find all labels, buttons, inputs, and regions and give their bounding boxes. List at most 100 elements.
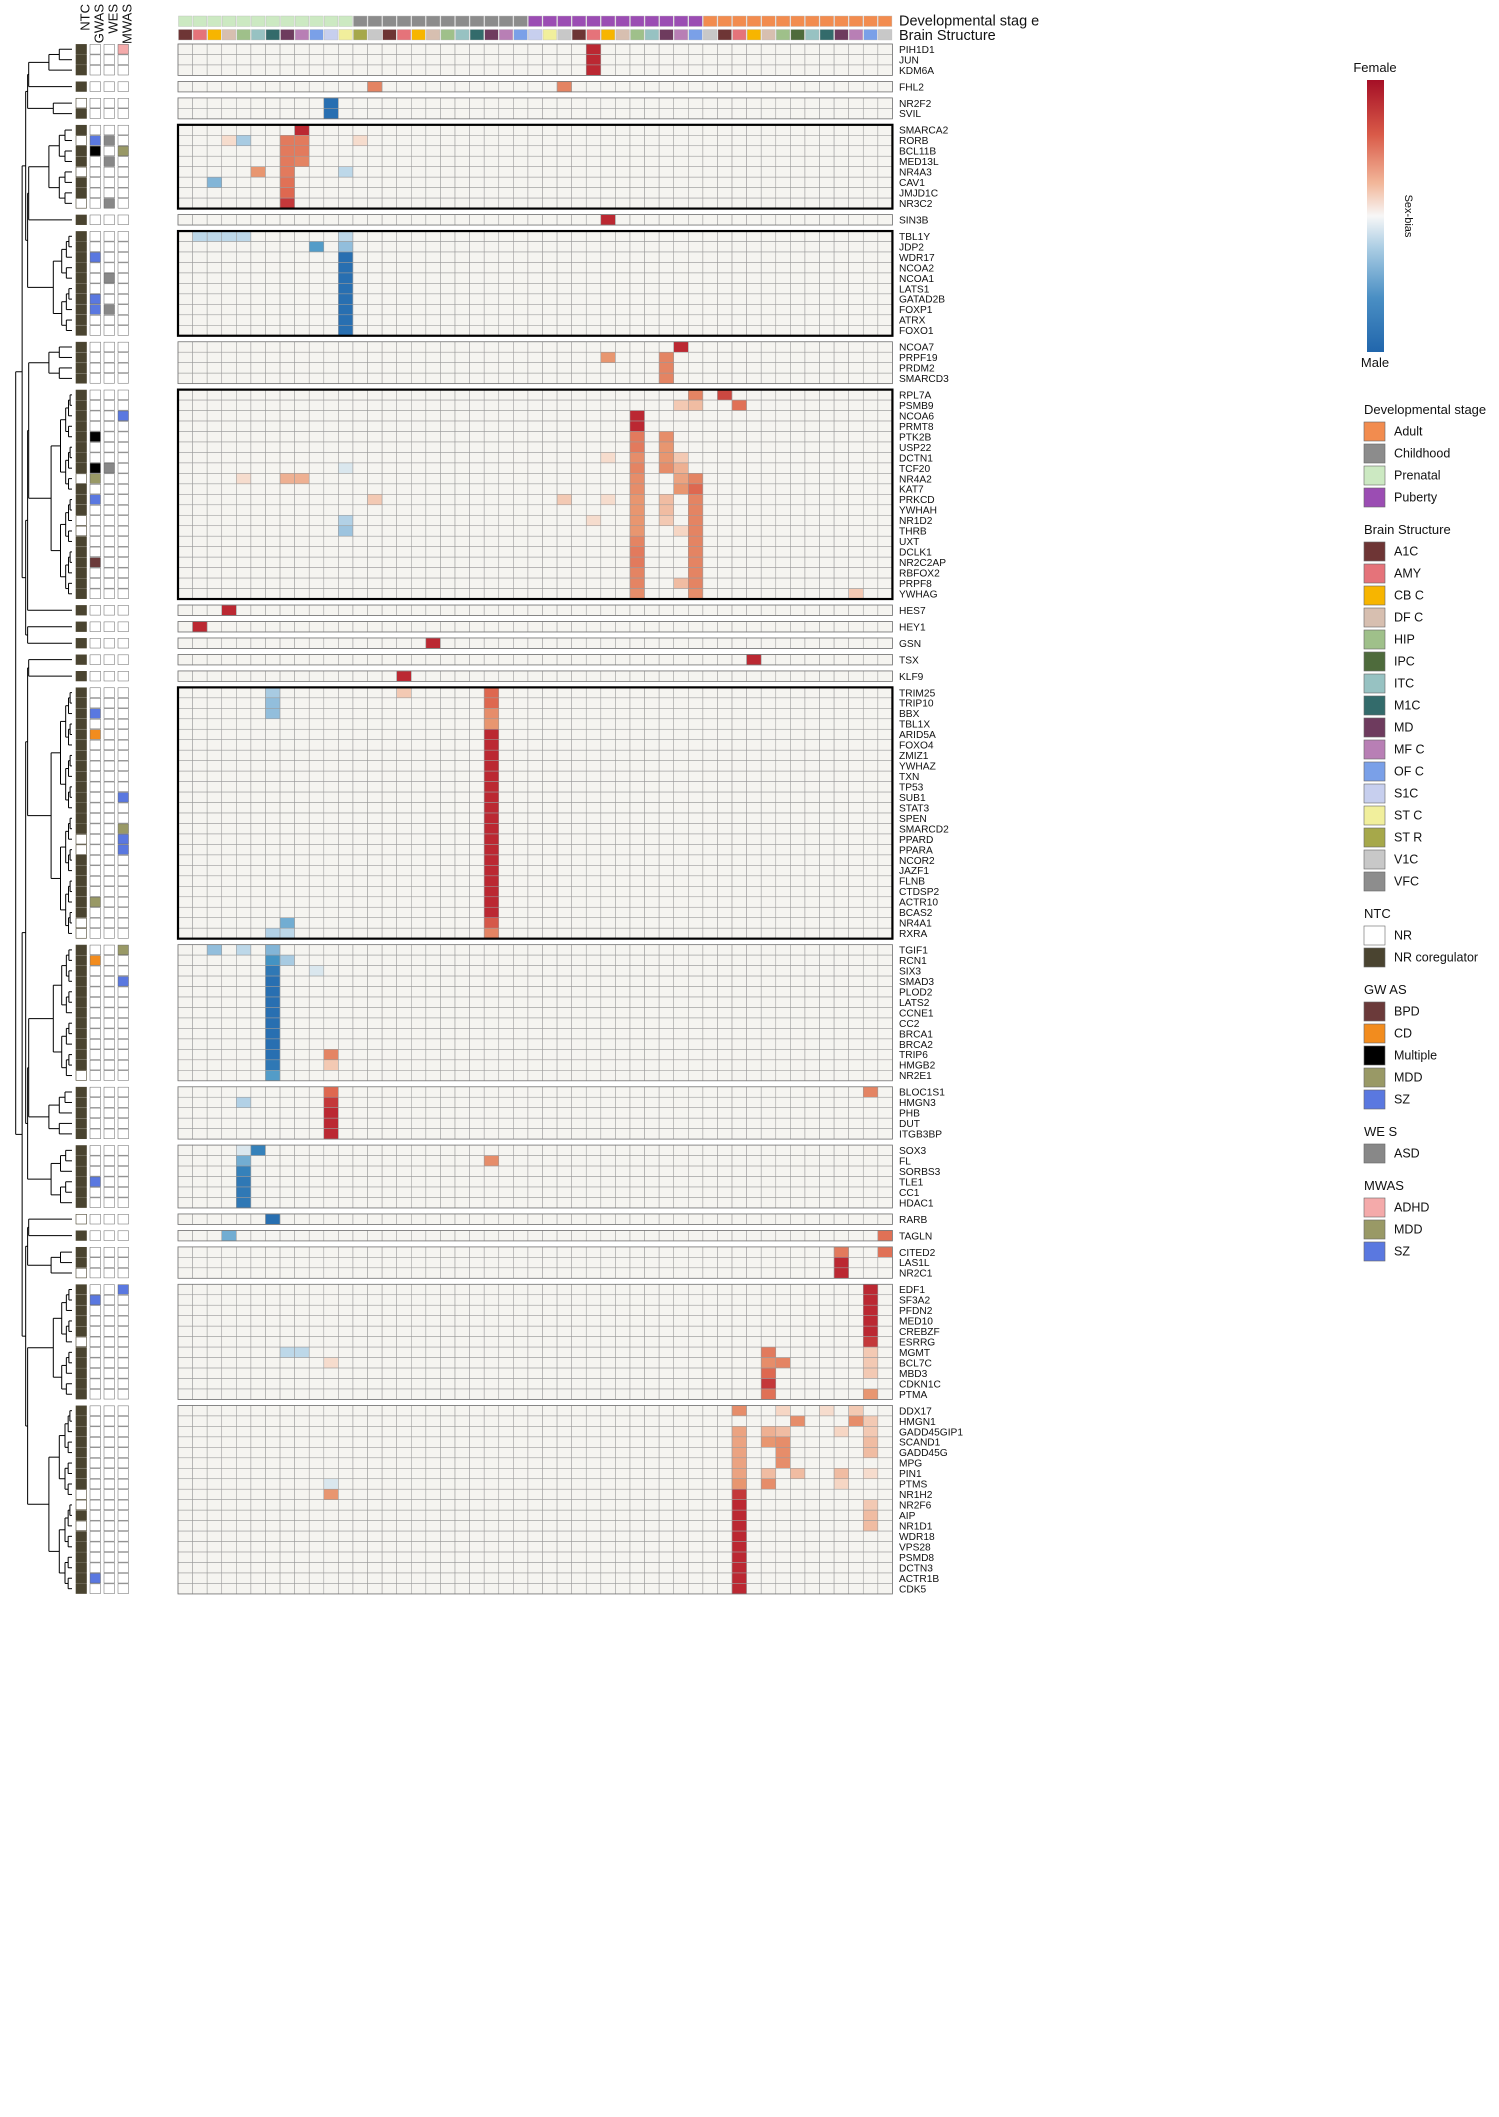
row-annotation-cells (75, 44, 129, 1594)
heatmap-cell (236, 64, 252, 76)
heatmap-cell (615, 64, 631, 76)
heatmap-cell (615, 410, 631, 422)
heatmap-cell (600, 314, 616, 326)
heatmap-cell (206, 865, 223, 877)
wes-cell (103, 708, 115, 719)
heatmap-cell (658, 906, 674, 918)
heatmap-cell (440, 362, 456, 374)
heatmap-cell (702, 462, 718, 474)
heatmap-cell (308, 917, 325, 929)
heatmap-cell (644, 135, 660, 147)
heatmap-cell (629, 514, 645, 527)
heatmap-cell (600, 135, 616, 147)
heatmap-cell (236, 896, 252, 908)
heatmap-cell (381, 372, 397, 384)
heatmap-cell (308, 854, 325, 866)
heatmap-cell (411, 272, 427, 284)
mwas-cell (117, 166, 129, 178)
heatmap-cell (615, 588, 631, 600)
heatmap-cell (381, 708, 397, 720)
heatmap-cell (819, 262, 835, 274)
heatmap-cell (571, 124, 587, 136)
heatmap-cell (206, 362, 223, 374)
heatmap-cell (367, 155, 383, 167)
heatmap-cell (833, 145, 849, 157)
heatmap-cell (862, 514, 879, 527)
heatmap-cell (396, 452, 412, 464)
heatmap-cell (425, 546, 441, 558)
heatmap-cell (323, 760, 339, 772)
heatmap-cell (440, 802, 456, 814)
heatmap-cell (411, 314, 427, 326)
wes-cell (103, 314, 115, 326)
heatmap-cell (717, 145, 733, 157)
heatmap-cell (483, 637, 500, 649)
heatmap-cell (483, 389, 500, 401)
heatmap-cell (542, 155, 558, 167)
heatmap-cell (760, 462, 777, 474)
heatmap-cell (615, 283, 631, 295)
heatmap-cell (425, 304, 441, 316)
heatmap-cell (367, 473, 383, 485)
heatmap-cell (250, 155, 266, 167)
heatmap-cell (673, 176, 689, 188)
wes-cell (103, 108, 115, 119)
heatmap-cell (323, 293, 339, 305)
heatmap-cell (396, 781, 412, 793)
heatmap-cell (833, 728, 849, 741)
heatmap-cell (688, 906, 704, 918)
heatmap-cell (440, 917, 456, 929)
heatmap-cell (775, 187, 791, 199)
heatmap-cell (629, 854, 645, 866)
heatmap-cell (192, 293, 208, 305)
heatmap-cell (381, 197, 397, 209)
mwas-cell (117, 1437, 129, 1448)
heatmap-cell (804, 546, 820, 558)
heatmap-cell (804, 351, 820, 363)
heatmap-cell (673, 262, 689, 274)
heatmap-cell (250, 833, 266, 845)
wes-cell (103, 886, 115, 897)
heatmap-cell (571, 441, 587, 453)
heatmap-cell (658, 251, 674, 263)
heatmap-cell (731, 854, 747, 866)
heatmap-cell (206, 283, 223, 295)
heatmap-cell (396, 906, 412, 918)
heatmap-cell (352, 802, 368, 814)
heatmap-cell (658, 462, 674, 474)
structure-bar-cell (324, 29, 339, 41)
heatmap-cell (877, 760, 893, 772)
heatmap-cell (440, 865, 456, 877)
heatmap-cell (658, 54, 674, 66)
heatmap-cell (308, 802, 325, 814)
heatmap-cell (411, 708, 427, 720)
heatmap-cell (454, 604, 470, 616)
heatmap-cell (542, 304, 558, 316)
heatmap-cell (746, 670, 762, 682)
heatmap-cell (673, 54, 689, 66)
heatmap-cell (760, 833, 777, 845)
heatmap-cell (294, 124, 310, 136)
heatmap-cell (862, 473, 879, 485)
heatmap-cell (629, 399, 645, 411)
heatmap-cell (527, 473, 543, 485)
heatmap-cell (542, 462, 558, 474)
heatmap-cell (877, 262, 893, 274)
heatmap-cell (804, 441, 820, 453)
heatmap-cell (381, 654, 397, 666)
heatmap-cell (775, 304, 791, 316)
heatmap-cell (381, 314, 397, 326)
heatmap-cell (790, 917, 806, 929)
heatmap-cell (323, 927, 339, 939)
stage-bar-cell (353, 15, 368, 27)
heatmap-cell (673, 214, 689, 226)
heatmap-cell (177, 896, 193, 908)
heatmap-cell (600, 954, 616, 966)
heatmap-cell (454, 230, 470, 242)
mwas-cell (117, 1426, 129, 1437)
gwas-cell (89, 283, 101, 294)
wes-cell (103, 1028, 115, 1039)
heatmap-cell (833, 739, 849, 751)
heatmap-cell (688, 420, 704, 432)
heatmap-cell (352, 833, 368, 845)
